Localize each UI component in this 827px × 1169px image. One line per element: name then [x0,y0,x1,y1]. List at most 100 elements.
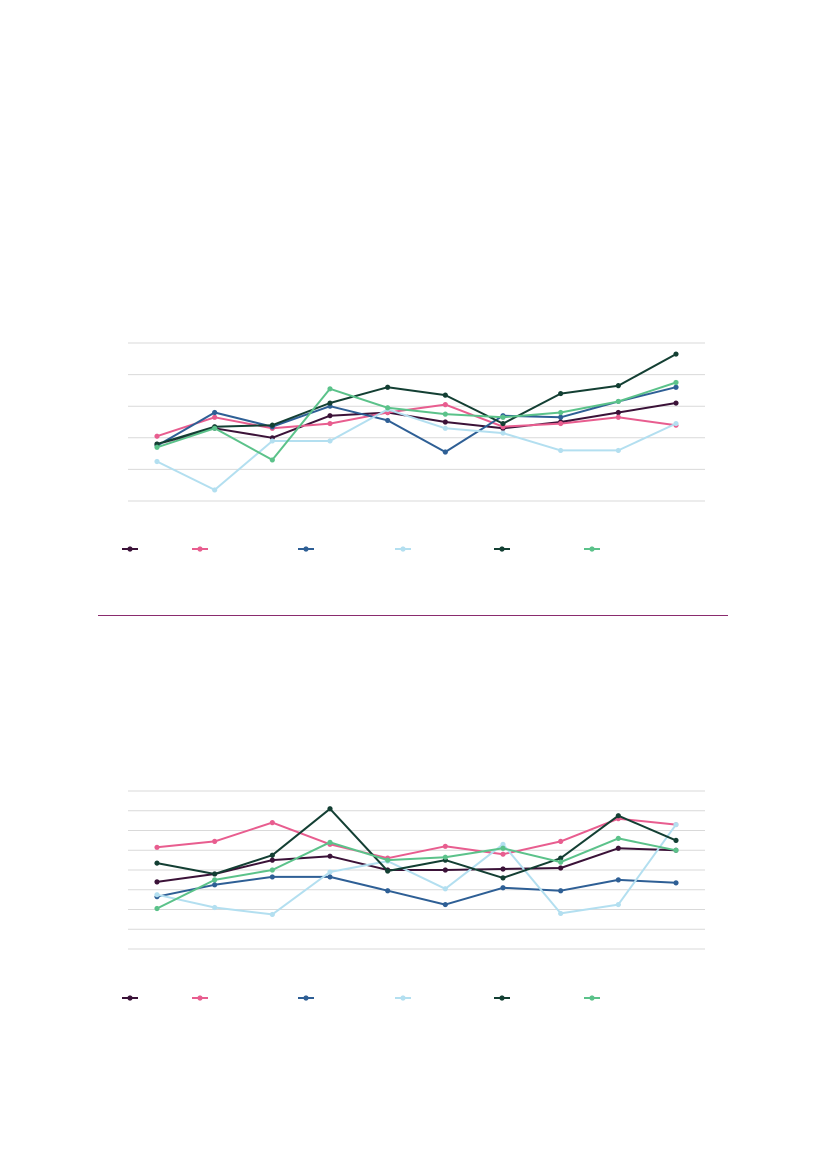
data-point [558,447,564,454]
data-point [673,420,679,427]
data-point [327,438,333,444]
data-point [442,411,448,417]
data-point [385,868,391,874]
data-point [385,417,391,424]
data-point [615,409,621,416]
data-point [212,409,218,416]
data-point [673,821,679,828]
legend-swatch-marker [197,546,203,552]
data-point [558,414,564,420]
data-point [269,820,275,826]
data-point [385,888,391,894]
data-point [500,420,506,427]
data-point [558,855,564,861]
data-point [673,880,679,886]
data-point [442,392,448,398]
data-point [327,874,333,880]
data-point [269,438,275,444]
legend-item-4 [395,995,411,1001]
data-point [212,487,218,493]
series-4 [154,821,679,918]
data-point [269,867,275,873]
data-point [385,384,391,390]
data-point [154,879,160,885]
legend-swatch-marker [499,546,505,552]
data-point [673,400,679,406]
data-point [615,398,621,405]
data-point [615,901,621,908]
data-point [327,400,333,406]
data-point [327,420,333,427]
series-6 [154,835,679,912]
data-point [615,835,621,841]
legend-swatch-marker [127,546,133,552]
data-point [212,414,218,420]
series-line [156,402,677,446]
data-point [558,888,564,894]
data-point [673,379,679,386]
series-line [156,403,677,438]
data-point [154,444,160,450]
line-chart-top [122,342,705,552]
data-point [615,383,621,389]
data-point [442,854,448,860]
data-point [385,857,391,863]
data-point [212,882,218,888]
legend-item-3 [298,546,314,552]
legend-item-4 [395,546,411,552]
data-point [558,910,564,917]
line-chart-bottom [122,790,705,1001]
data-point [154,433,160,439]
legend-item-6 [584,995,600,1001]
series-line [156,353,677,446]
data-point [673,847,679,853]
series-line [156,875,677,906]
data-point [500,845,506,851]
data-point [269,852,275,858]
legend-swatch-marker [303,546,309,552]
legend-swatch-marker [400,546,406,552]
data-point [154,905,160,912]
data-point [500,414,506,420]
data-point [154,860,160,866]
data-point [212,877,218,883]
data-point [615,813,621,819]
series-line [156,408,677,491]
data-point [327,839,333,845]
data-point [615,877,621,883]
series-3 [154,874,679,908]
series-line [156,386,677,453]
legend-item-2 [192,546,208,552]
legend-item-5 [494,995,510,1001]
legend-swatch-marker [400,995,406,1001]
legend-swatch-marker [127,995,133,1001]
data-point [673,837,679,843]
legend-swatch-marker [589,546,595,552]
data-point [327,413,333,419]
data-point [154,458,160,465]
data-point [442,402,448,408]
data-point [673,384,679,390]
data-point [269,911,275,918]
data-point [212,425,218,431]
legend-item-6 [584,546,600,552]
series-line [156,824,677,916]
data-point [327,869,333,875]
data-point [558,865,564,871]
data-point [500,851,506,857]
data-point [442,425,448,431]
series-line [156,817,677,860]
data-point [154,892,160,898]
data-point [327,806,333,812]
data-point [558,390,564,397]
data-point [615,414,621,420]
data-point [269,457,275,463]
series-line [156,847,677,883]
data-point [558,409,564,416]
section-divider [98,615,728,616]
data-point [154,844,160,850]
data-point [442,419,448,425]
data-point [269,422,275,428]
data-point [442,843,448,849]
